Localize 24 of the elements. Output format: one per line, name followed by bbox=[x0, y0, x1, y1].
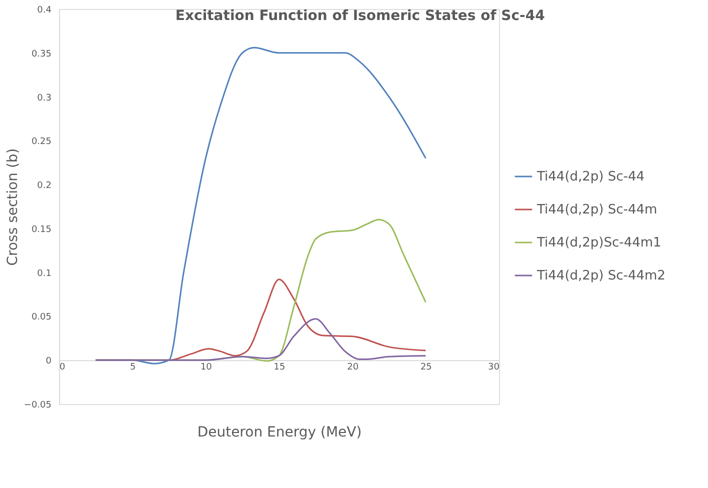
y-tick-label: 0.1 bbox=[37, 268, 52, 279]
legend-label: Ti44(d,2p) Sc-44m bbox=[536, 202, 658, 218]
y-axis-title: Cross section (b) bbox=[4, 148, 21, 266]
legend-label: Ti44(d,2p)Sc-44m1 bbox=[536, 236, 662, 250]
y-tick-label: 0.05 bbox=[31, 312, 52, 323]
y-tick-label: 0.4 bbox=[37, 6, 52, 16]
x-tick-label: 5 bbox=[130, 362, 136, 373]
x-tick-label: 25 bbox=[420, 362, 432, 373]
chart-title: Excitation Function of Isomeric States of Sc-44 bbox=[175, 8, 546, 24]
x-tick-label: 10 bbox=[200, 362, 212, 373]
y-tick-label: 0.3 bbox=[37, 93, 52, 104]
x-axis-title: Deuteron Energy (MeV) bbox=[197, 424, 362, 440]
y-tick-label: 0.2 bbox=[37, 181, 52, 192]
y-tick-label: 0.35 bbox=[31, 49, 52, 60]
x-tick-label: 30 bbox=[488, 362, 500, 373]
legend-label: Ti44(d,2p) Sc-44 bbox=[536, 170, 645, 184]
x-tick-label: 15 bbox=[274, 362, 286, 373]
x-tick-label: 0 bbox=[60, 362, 66, 373]
x-tick-label: 20 bbox=[347, 362, 359, 373]
y-tick-label: 0.25 bbox=[31, 137, 52, 148]
y-tick-label: 0.15 bbox=[31, 224, 52, 235]
line-series bbox=[94, 318, 426, 361]
y-tick-label: −0.05 bbox=[24, 400, 52, 410]
legend-label: Ti44(d,2p) Sc-44m2 bbox=[536, 268, 666, 284]
